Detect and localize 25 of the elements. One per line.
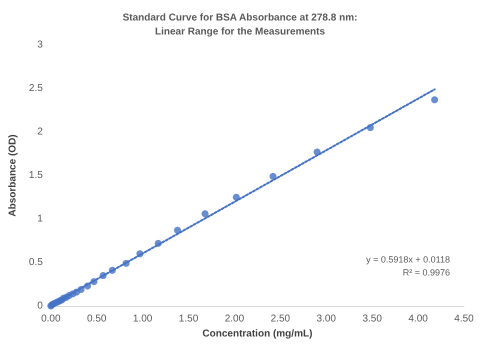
point	[270, 172, 277, 180]
y-tick-label: 3	[37, 40, 44, 50]
annotation: R² = 0.9976	[402, 268, 450, 278]
x-tick-label: 3.50	[362, 314, 382, 324]
x-tick-label: 2.50	[270, 314, 291, 324]
x-axis-title: Concentration (mg/mL)	[202, 328, 312, 340]
y-tick-label: 1	[37, 214, 44, 224]
x-tick-label: 4.50	[454, 314, 474, 324]
x-tick-label: 0.00	[41, 314, 61, 324]
point	[202, 210, 209, 218]
chart-title: Standard Curve for BSA Absorbance at 278.8 nm: Linear Range for the Measurements	[122, 12, 358, 38]
x-tick-label: 0.50	[86, 314, 107, 324]
y-axis-title: Absorbance (OD)	[8, 134, 18, 217]
y-tick-label: 0.5	[28, 257, 44, 268]
point	[431, 96, 438, 104]
x-tick-label: 2.00	[224, 314, 245, 324]
y-tick-label: 0	[37, 300, 44, 312]
x-tick-label: 4.00	[408, 314, 428, 324]
annotation: y = 0.5918x + 0.0118	[366, 254, 450, 264]
y-tick-label: 1.5	[28, 170, 44, 181]
y-tick-label: 2	[37, 126, 44, 138]
x-tick-label: 1.50	[178, 314, 199, 324]
y-tick-label: 2.5	[28, 83, 44, 94]
x-tick-label: 1.00	[132, 314, 153, 324]
x-tick-label: 3.00	[316, 314, 336, 324]
